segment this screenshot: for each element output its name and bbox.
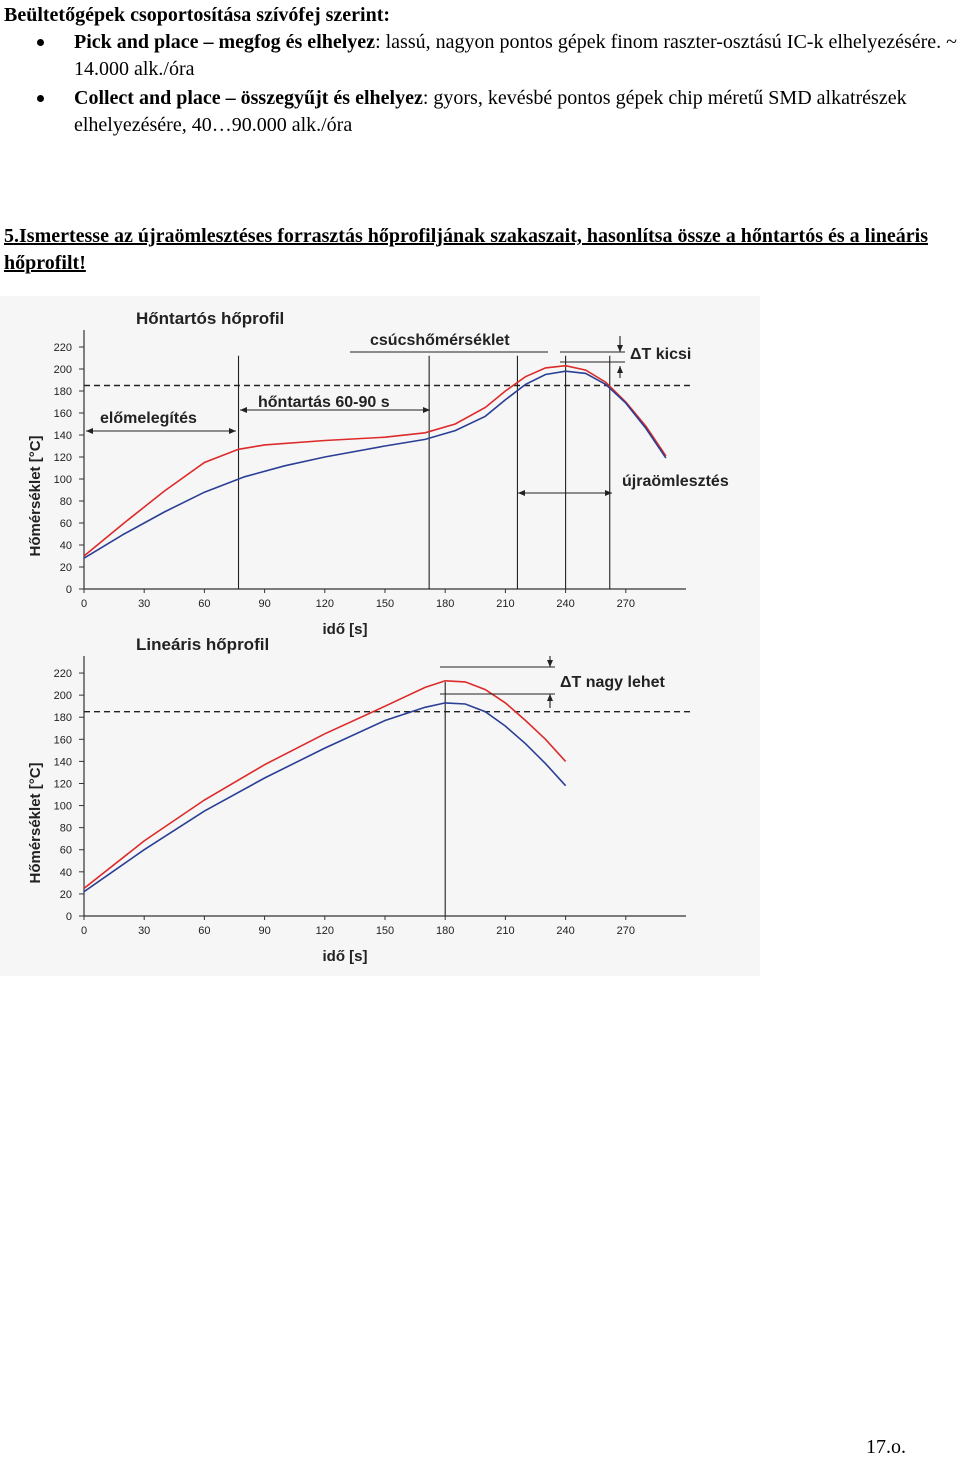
y-tick-label: 20 [60,562,72,574]
reflow-profile-figure: 0 20 40 60 80 100 120 140 160 180 200 220 0 30 60 90 120… [0,296,760,976]
annotation-label: ΔT kicsi [630,346,691,363]
series-line-red [83,364,667,557]
x-tick-label: 60 [198,598,210,610]
y-tick-label: 160 [54,408,72,420]
x-axis-label: idő [s] [323,948,368,965]
annotation-label: újraömlesztés [622,473,729,490]
bullet-pick-and-place: Pick and place – megfog és elhelyez: las… [0,29,958,83]
series-line-red [83,679,567,890]
x-tick-label: 180 [436,598,454,610]
arrow-head [86,428,93,434]
annotation-label: csúcshőmérséklet [370,332,510,349]
x-tick-label: 90 [258,925,270,937]
y-tick-label: 0 [66,911,72,923]
x-tick-label: 240 [556,925,574,937]
x-tick-label: 30 [138,925,150,937]
y-tick-label: 80 [60,823,72,835]
arrow-head [240,407,247,413]
bullet-list: Pick and place – megfog és elhelyez: las… [0,29,958,141]
page-number: 17.o. [866,1436,906,1458]
exam-question: 5.Ismertesse az újraömlesztéses forraszt… [4,225,928,274]
x-tick-label: 120 [316,925,334,937]
arrow-head [547,694,553,701]
bullet-collect-and-place: Collect and place – összegyűjt és elhely… [0,85,958,139]
bullet-term: Collect and place – összegyűjt és elhely… [74,87,423,109]
x-tick-label: 90 [258,598,270,610]
x-tick-label: 270 [617,925,635,937]
arrow-head [605,490,612,496]
y-tick-label: 100 [54,801,72,813]
y-axis-label: Hőmérséklet [°C] [27,435,44,556]
y-tick-label: 0 [66,584,72,596]
y-tick-label: 180 [54,712,72,724]
x-tick-label: 210 [496,925,514,937]
arrow-head [617,345,623,352]
bullet-dot [37,39,44,46]
x-tick-label: 210 [496,598,514,610]
bullet-dot [37,95,44,102]
x-tick-label: 180 [436,925,454,937]
arrow-head [547,660,553,667]
x-tick-label: 60 [198,925,210,937]
y-tick-label: 140 [54,756,72,768]
section-heading: Beültetőgépek csoportosítása szívófej sz… [4,4,391,26]
y-axis-label: Hőmérséklet [°C] [27,762,44,883]
y-tick-label: 220 [54,668,72,680]
x-tick-label: 0 [81,598,87,610]
x-tick-label: 150 [376,925,394,937]
bullet-description: : lassú, nagyon pontos gépek finom raszt… [74,31,957,80]
annotation-label: előmelegítés [100,410,197,427]
y-tick-label: 160 [54,734,72,746]
y-tick-label: 220 [54,342,72,354]
y-tick-label: 80 [60,496,72,508]
y-tick-label: 60 [60,845,72,857]
y-tick-label: 60 [60,518,72,530]
x-tick-label: 30 [138,598,150,610]
y-tick-label: 120 [54,778,72,790]
arrow-head [423,407,430,413]
y-tick-label: 100 [54,474,72,486]
annotation-label: ΔT nagy lehet [560,674,666,691]
x-tick-label: 270 [617,598,635,610]
chart-title: Hőntartós hőprofil [136,309,284,328]
x-tick-label: 240 [556,598,574,610]
y-tick-label: 200 [54,364,72,376]
x-tick-label: 150 [376,598,394,610]
y-tick-label: 200 [54,690,72,702]
y-tick-label: 180 [54,386,72,398]
arrow-head [518,490,525,496]
arrow-head [617,366,623,373]
x-axis-label: idő [s] [323,621,368,638]
x-tick-label: 120 [316,598,334,610]
y-tick-label: 120 [54,452,72,464]
arrow-head [229,428,236,434]
series-line-blue [83,370,667,559]
series-line-blue [83,702,567,893]
y-tick-label: 20 [60,889,72,901]
bullet-description: : gyors, kevésbé pontos gépek chip méret… [74,87,907,136]
y-tick-label: 140 [54,430,72,442]
bullet-term: Pick and place – megfog és elhelyez [74,31,376,53]
chart-title: Lineáris hőprofil [136,635,269,654]
y-tick-label: 40 [60,867,72,879]
annotation-label: hőntartás 60-90 s [258,394,390,411]
x-tick-label: 0 [81,925,87,937]
y-tick-label: 40 [60,540,72,552]
